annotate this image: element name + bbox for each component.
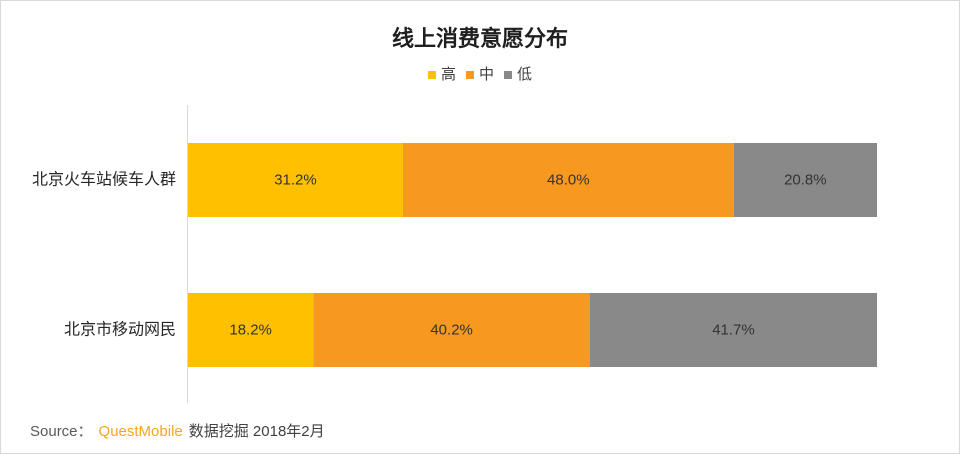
data-label-s1-c1: 40.2%: [430, 322, 473, 339]
legend-item-low: 低: [504, 66, 532, 84]
bar-segment-s0-c0: [188, 143, 403, 217]
bar-segment-s2-c1: [589, 293, 877, 367]
chart-title: 线上消费意愿分布: [391, 26, 568, 51]
category-label-0: 北京火车站候车人群: [32, 171, 176, 189]
legend-label-low: 低: [517, 66, 533, 83]
category-label-1: 北京市移动网民: [64, 321, 176, 339]
bar-segment-s2-c0: [733, 143, 877, 217]
source-brand: QuestMobile: [98, 423, 183, 440]
data-label-s2-c1: 41.7%: [712, 322, 755, 339]
data-label-s0-c0: 31.2%: [274, 172, 317, 189]
data-label-s2-c0: 20.8%: [784, 172, 827, 189]
legend-label-high: 高: [440, 66, 456, 83]
legend-swatch-low: [504, 71, 512, 79]
data-label-s0-c1: 18.2%: [229, 322, 272, 339]
legend-label-medium: 中: [478, 66, 494, 83]
legend-swatch-high: [427, 71, 436, 79]
bar-segment-s0-c1: [188, 293, 314, 367]
data-label-s1-c0: 48.0%: [547, 172, 590, 189]
bar-segment-s1-c0: [402, 143, 734, 217]
source-prefix: Source：: [30, 423, 93, 440]
legend-item-high: 高: [427, 66, 456, 84]
legend: 高 中 低: [0, 66, 960, 84]
bar-segment-s1-c1: [313, 293, 590, 367]
source-line: Source： QuestMobile 数据挖掘 2018年2月: [30, 423, 325, 441]
legend-item-medium: 中: [465, 66, 494, 84]
source-detail: 数据挖掘 2018年2月: [188, 423, 325, 440]
legend-swatch-medium: [465, 71, 474, 79]
